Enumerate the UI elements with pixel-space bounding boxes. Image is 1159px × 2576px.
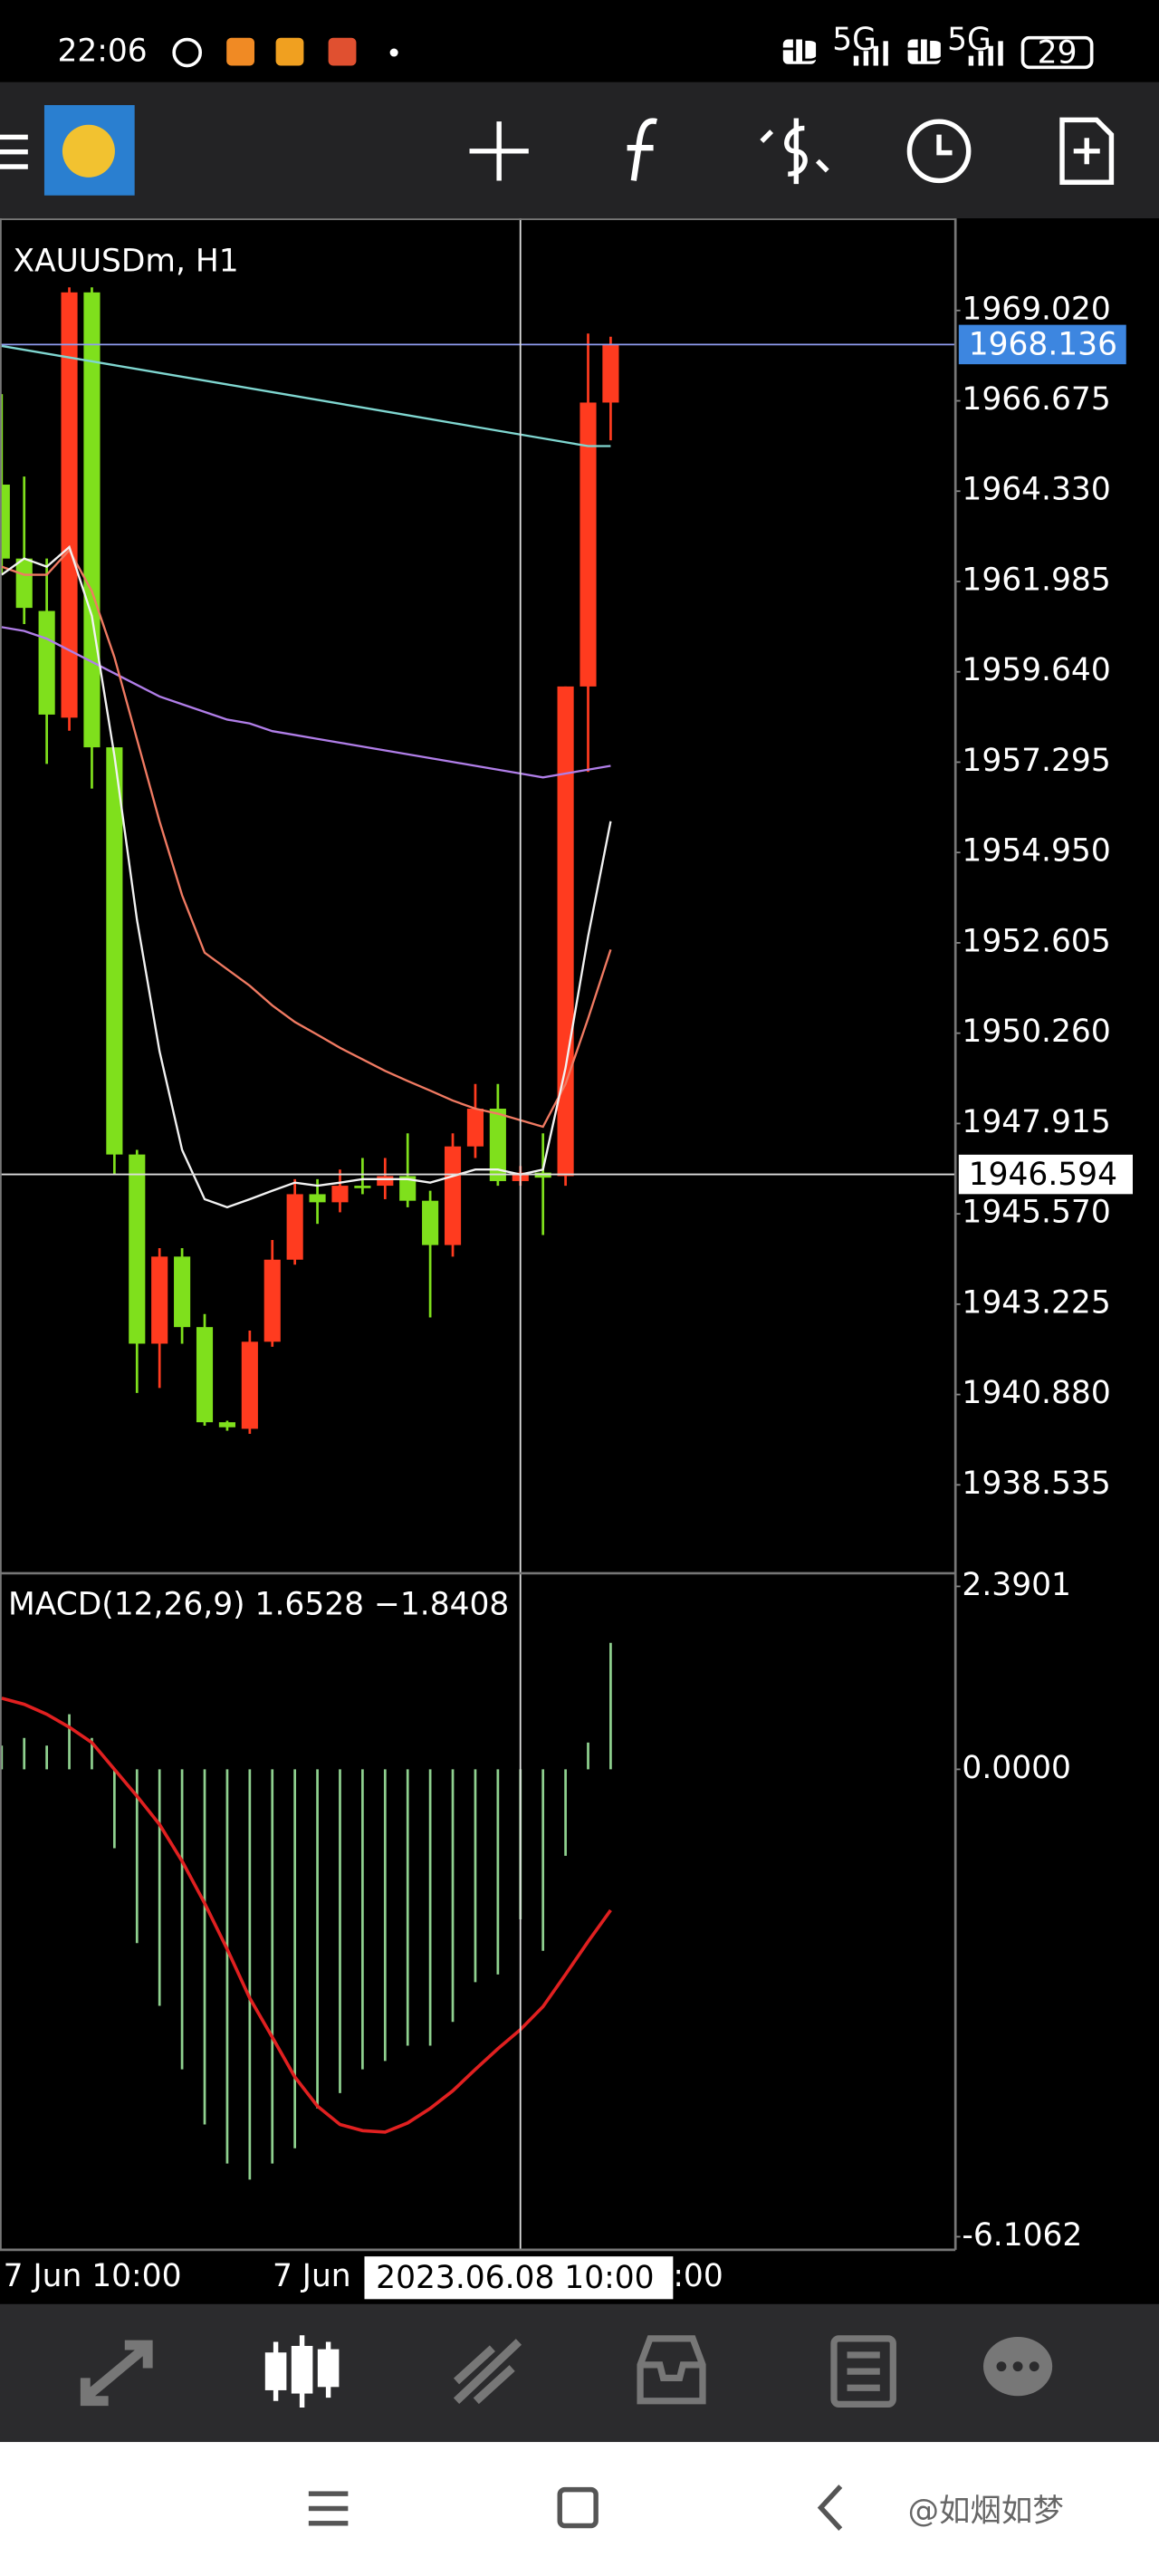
y-tick-label: 1947.915 (962, 1104, 1110, 1140)
candle-body (174, 1256, 191, 1328)
y-tick-label: 1945.570 (962, 1195, 1110, 1231)
period-button[interactable] (906, 119, 972, 184)
new-order-button[interactable] (1059, 117, 1115, 185)
battery (1020, 35, 1094, 70)
y-tick-label: 1957.295 (962, 743, 1110, 779)
bid-label: 1968.136 (969, 327, 1117, 363)
app-icon (275, 37, 304, 66)
moving-average (1, 626, 611, 779)
moving-average (1, 548, 612, 1129)
candle-body (218, 1422, 235, 1427)
tab-chart[interactable] (264, 2335, 340, 2408)
hd-label: HD (901, 34, 948, 70)
dot (389, 48, 398, 57)
candle-body (580, 402, 597, 687)
candle-body (444, 1146, 462, 1245)
hd-label: HD (776, 34, 823, 70)
y-tick-label: 2.3901 (962, 1567, 1070, 1603)
network-label: 5G (832, 22, 876, 58)
tab-news[interactable] (830, 2335, 896, 2408)
y-tick-label: 1950.260 (962, 1014, 1110, 1050)
indicator-title: MACD(12,26,9) 1.6528 −1.8408 (8, 1587, 509, 1623)
hd-badge (907, 39, 941, 64)
y-tick-label: -6.1062 (962, 2217, 1082, 2254)
crosshair-price: 1946.594 (969, 1157, 1117, 1193)
candle-body (106, 747, 123, 1155)
y-tick-label: 1952.605 (962, 923, 1110, 959)
x-tick-label: :00 (673, 2258, 723, 2294)
candle-body (83, 292, 101, 748)
crosshair-price-box (958, 1154, 1133, 1195)
y-tick-label: 1959.640 (962, 652, 1110, 688)
candle-body (129, 1154, 146, 1344)
hd-badge (782, 39, 817, 64)
y-tick-label: 1964.330 (962, 472, 1110, 508)
candle-body (354, 1186, 371, 1188)
y-tick-label: 1969.020 (962, 291, 1110, 327)
nav-back[interactable] (817, 2485, 843, 2531)
bid-label-box (958, 324, 1126, 365)
candle-body (399, 1176, 417, 1201)
app-logo-mark (62, 124, 115, 178)
chart-background (0, 218, 1159, 2304)
moving-average (1, 544, 612, 1209)
crosshair-button[interactable] (469, 121, 529, 181)
candle-body (489, 1109, 506, 1181)
alarm-icon (172, 37, 203, 68)
watermark: @如烟如梦 (908, 2494, 1064, 2530)
app-icon (328, 37, 357, 66)
y-tick-label: 0.0000 (962, 1750, 1070, 1786)
candle-body (377, 1176, 394, 1187)
crosshair-time: 2023.06.08 10:00 (376, 2260, 654, 2296)
indicators-button[interactable] (627, 118, 657, 181)
nav-home[interactable] (557, 2486, 599, 2529)
tab-messages[interactable] (983, 2337, 1053, 2397)
tab-bar (0, 2303, 1159, 2443)
tab-quotes[interactable] (80, 2340, 153, 2407)
candle-body (602, 344, 619, 403)
y-tick-label: 1954.950 (962, 833, 1110, 870)
candle-body (196, 1327, 214, 1423)
candle-body (422, 1200, 439, 1245)
chart-title: XAUUSDm, H1 (14, 244, 239, 280)
candle-body (309, 1194, 326, 1203)
crosshair-time-box (364, 2256, 674, 2300)
chart-area: 1969.020 1966.675 1964.330 1961.985 1959.640… (0, 218, 1159, 2304)
candle-body (557, 686, 574, 1177)
y-tick-label: 1938.535 (962, 1466, 1110, 1502)
y-tick-label: 1966.675 (962, 381, 1110, 418)
candle-body (466, 1109, 484, 1147)
menu-button[interactable] (0, 134, 28, 169)
tab-history[interactable] (637, 2335, 706, 2405)
y-tick-label: 1943.225 (962, 1284, 1110, 1321)
candle-body (151, 1256, 168, 1344)
signal-bars (853, 41, 1003, 66)
clock: 22:06 (57, 34, 147, 70)
trade-button[interactable] (760, 118, 829, 185)
x-tick-label: 7 Jun (273, 2258, 351, 2294)
toolbar (0, 82, 1159, 219)
candle-body (0, 485, 10, 559)
tab-trade[interactable] (453, 2339, 522, 2405)
candle-body (331, 1186, 349, 1203)
candle-body (38, 610, 55, 715)
candle-body (263, 1259, 281, 1342)
nav-bar (0, 2442, 1159, 2576)
battery-level: 29 (1038, 34, 1078, 71)
candle-body (286, 1194, 303, 1260)
candle-body (15, 558, 33, 609)
candle-body (61, 292, 78, 718)
network-label: 5G (947, 22, 991, 58)
signal-line (1, 1697, 612, 2134)
x-tick-label: 7 Jun 10:00 (4, 2258, 182, 2294)
candle-body (241, 1341, 258, 1429)
y-tick-label: 1961.985 (962, 562, 1110, 598)
nav-menu[interactable] (308, 2491, 349, 2526)
moving-average (1, 344, 611, 447)
app-icon (226, 37, 255, 66)
y-tick-label: 1940.880 (962, 1375, 1110, 1411)
